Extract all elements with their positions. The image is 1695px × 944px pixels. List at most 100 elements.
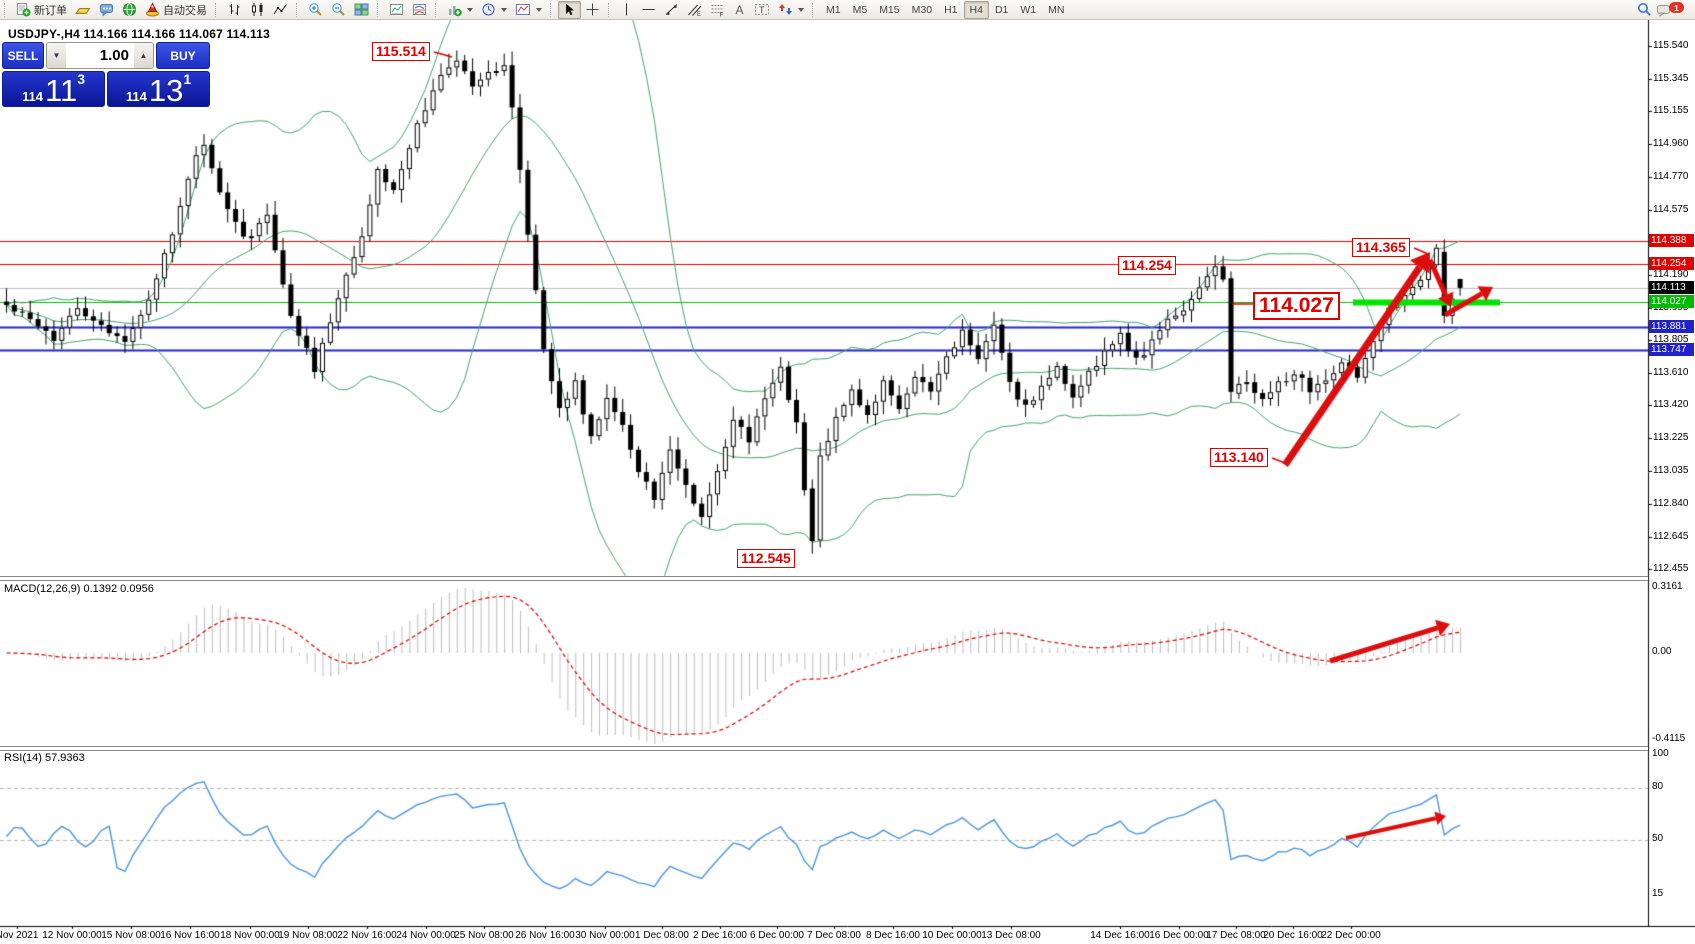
buy-price-display[interactable]: 114 13 1 (107, 71, 210, 107)
time-axis-label: 14 Dec 16:00 (1090, 930, 1150, 941)
price-annotation-113.140[interactable]: 113.140 (1210, 448, 1268, 467)
line-chart-mode-button[interactable] (269, 1, 292, 19)
time-axis-label: 24 Nov 00:00 (396, 930, 456, 941)
timeframe-button-m15[interactable]: M15 (879, 3, 900, 16)
community-button[interactable] (118, 1, 141, 19)
sell-price-display[interactable]: 114 11 3 (2, 71, 105, 107)
arrow-shapes-icon (779, 4, 792, 15)
toolbar-separator (812, 2, 817, 17)
hline-tool-button[interactable] (637, 1, 660, 19)
price-axis-badge: 114.113 (1649, 280, 1694, 294)
autotrade-label: 自动交易 (163, 4, 207, 17)
notification-count-badge[interactable]: 1 (1669, 2, 1684, 13)
text-label-icon: T (755, 4, 769, 15)
chat-icon (100, 4, 113, 17)
dropdown-arrow-icon (467, 7, 473, 12)
rsi-scale-100: 100 (1652, 748, 1669, 759)
autotrade-icon (146, 2, 159, 17)
market-watch-button[interactable] (71, 1, 95, 19)
price-axis-tick: 113.225 (1653, 432, 1689, 444)
time-axis-label: 10 Dec 00:00 (922, 930, 982, 941)
timeframe-button-m1[interactable]: M1 (826, 3, 841, 16)
candlestick-icon (252, 3, 263, 16)
dropdown-arrow-icon (798, 7, 804, 12)
price-axis-tick: 115.155 (1653, 105, 1689, 117)
macd-rsi-separator[interactable] (0, 746, 1648, 751)
text-tool-button[interactable]: A (729, 1, 750, 19)
autotrade-button[interactable]: 自动交易 (141, 1, 211, 19)
search-icon[interactable] (1637, 2, 1652, 17)
crosshair-tool-button[interactable] (581, 1, 604, 19)
price-annotation-114.027[interactable]: 114.027 (1253, 292, 1340, 320)
arrows-tool-button[interactable] (774, 1, 808, 19)
price-axis-tick: 114.770 (1653, 170, 1689, 182)
fibonacci-tool-button[interactable]: F (706, 1, 729, 19)
crosshair-icon (586, 3, 599, 16)
period-button[interactable] (477, 1, 511, 19)
svg-text:E: E (697, 12, 701, 17)
price-annotation-114.365[interactable]: 114.365 (1352, 238, 1410, 257)
cursor-tool-button[interactable] (558, 0, 581, 19)
add-indicator-icon (449, 6, 462, 17)
timeframe-button-mn[interactable]: MN (1048, 3, 1065, 16)
volume-increase-button[interactable]: ▲ (134, 43, 153, 68)
add-indicator-button[interactable] (443, 1, 477, 19)
channel-tool-button[interactable]: E (683, 1, 706, 19)
vline-tool-button[interactable] (616, 1, 637, 19)
toolbar-separator (296, 2, 301, 17)
timeframe-button-m30[interactable]: M30 (911, 3, 933, 16)
template-button[interactable] (511, 1, 546, 19)
price-axis-tick: 115.540 (1653, 40, 1689, 51)
time-axis-label: 13 Dec 08:00 (981, 930, 1041, 941)
main-macd-separator[interactable] (0, 576, 1648, 581)
toolbar-separator (550, 2, 555, 17)
text-label-tool-button[interactable]: T (750, 1, 774, 19)
volume-decrease-button[interactable]: ▼ (47, 43, 66, 68)
macd-scale-zero: 0.00 (1652, 646, 1672, 657)
toolbar-grip (4, 2, 9, 17)
toolbar-separator (608, 2, 613, 17)
bar-chart-mode-button[interactable] (223, 1, 246, 19)
time-axis-label: 1 Dec 08:00 (635, 930, 689, 941)
candle-chart-mode-button[interactable] (246, 1, 269, 19)
price-annotation-112.545[interactable]: 112.545 (737, 549, 795, 568)
indicator-window-button[interactable] (385, 1, 408, 19)
timeframe-button-m5[interactable]: M5 (852, 3, 868, 16)
time-axis-label: 18 Nov 00:00 (220, 930, 280, 941)
vertical-line-icon (626, 3, 627, 16)
text-icon: A (736, 3, 744, 17)
bar-chart-icon (229, 4, 240, 15)
time-axis-label: 26 Nov 16:00 (515, 930, 575, 941)
price-annotation-115.514[interactable]: 115.514 (372, 42, 430, 61)
indicator-window2-button[interactable] (408, 1, 431, 19)
timeframe-button-h4[interactable]: H4 (963, 0, 989, 19)
price-axis-tick: 113.420 (1653, 399, 1689, 411)
zoom-out-button[interactable] (327, 1, 350, 19)
globe-icon (123, 3, 136, 16)
dropdown-arrow-icon (501, 7, 507, 12)
price-axis-badge: 114.027 (1649, 295, 1694, 309)
price-axis-tick: 114.960 (1653, 138, 1689, 150)
sell-button[interactable]: SELL (2, 42, 44, 69)
new-order-button[interactable]: 新订单 (12, 1, 71, 19)
rsi-scale-15: 15 (1652, 888, 1664, 899)
volume-input[interactable] (66, 43, 134, 68)
tile-windows-button[interactable] (350, 1, 373, 19)
timeframe-button-h1[interactable]: H1 (944, 3, 958, 16)
price-annotation-114.254[interactable]: 114.254 (1118, 256, 1176, 275)
timeframe-button-d1[interactable]: D1 (994, 3, 1009, 16)
zoom-in-button[interactable] (304, 1, 327, 19)
buy-button[interactable]: BUY (156, 42, 210, 69)
trendline-tool-button[interactable] (660, 1, 683, 19)
timeframe-button-w1[interactable]: W1 (1020, 3, 1037, 16)
rsi-scale-80: 80 (1652, 781, 1664, 792)
price-axis-badge: 114.254 (1649, 257, 1694, 270)
chat-button[interactable] (95, 1, 118, 19)
time-axis-label: 17 Dec 08:00 (1206, 930, 1266, 941)
timeframe-group: M1 M5 M15 M30 H1 H4 D1 W1 MN (820, 0, 1070, 19)
macd-scale-max: 0.3161 (1652, 581, 1683, 592)
time-axis-label: 22 Dec 00:00 (1321, 930, 1381, 941)
time-axis-label: 12 Nov 00:00 (42, 930, 102, 941)
